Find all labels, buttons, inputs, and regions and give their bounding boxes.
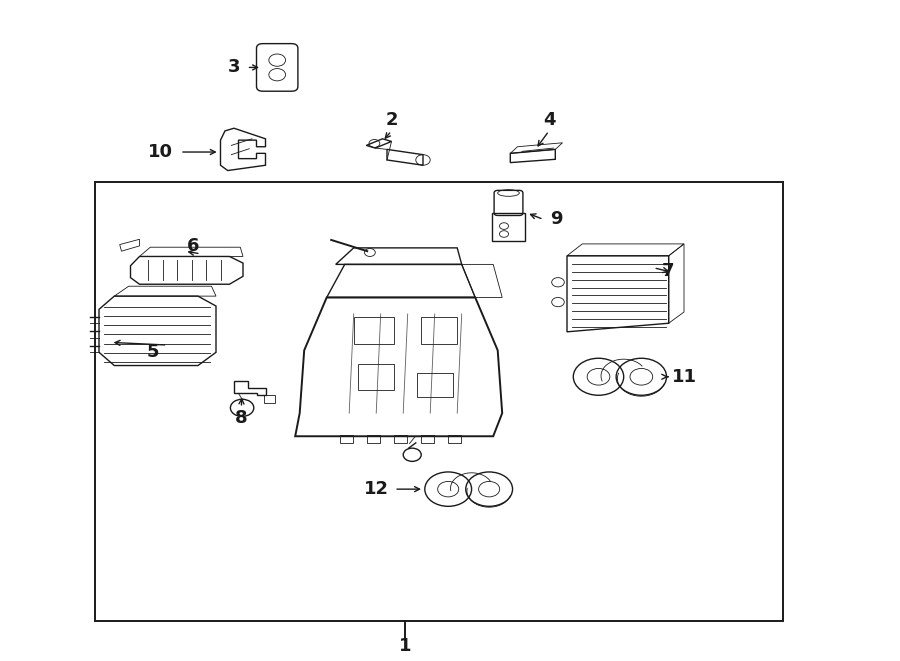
Text: 7: 7 [662,262,674,280]
Bar [358,364,394,390]
Bar [340,435,353,443]
Text: 12: 12 [364,480,389,498]
Text: 9: 9 [550,210,562,229]
Bar [417,373,453,397]
Bar [421,317,457,344]
Bar [354,317,394,344]
Text: 11: 11 [671,368,697,386]
Text: 2: 2 [385,111,398,130]
Bar [367,435,380,443]
Text: 10: 10 [148,143,173,161]
Text: 6: 6 [187,237,200,255]
Bar [421,435,434,443]
Text: 3: 3 [228,58,240,77]
Text: 4: 4 [543,111,555,130]
Text: 1: 1 [399,637,411,656]
Text: 8: 8 [235,408,248,427]
Bar [394,435,407,443]
Bar [94,182,783,621]
Text: 5: 5 [147,342,159,361]
Bar [448,435,461,443]
